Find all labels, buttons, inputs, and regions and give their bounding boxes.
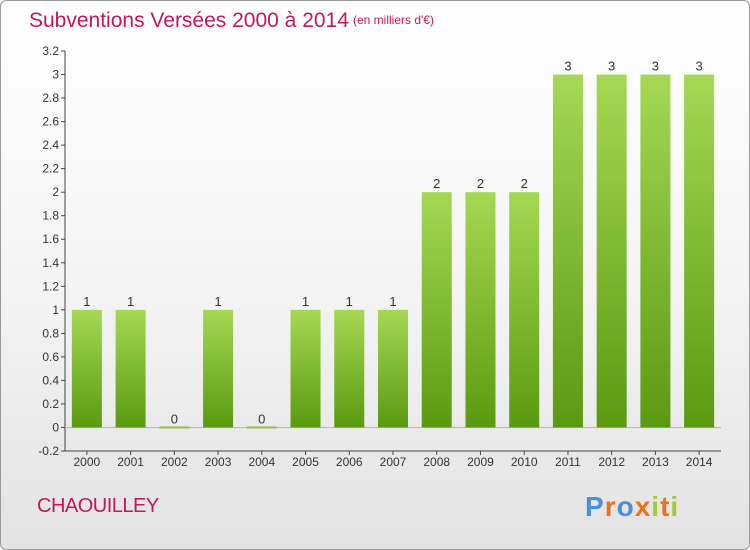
bar — [596, 74, 627, 428]
bar — [159, 426, 190, 429]
bar — [421, 192, 452, 428]
bar — [290, 309, 321, 428]
data-label: 3 — [652, 59, 659, 74]
x-tick-label: 2011 — [555, 455, 581, 469]
bar — [640, 74, 671, 428]
x-tick-label: 2008 — [423, 455, 450, 469]
data-label: 3 — [564, 59, 571, 74]
logo-letter: i — [670, 491, 680, 522]
data-label: 3 — [608, 59, 615, 74]
bar — [246, 426, 277, 429]
y-tick-label: 3 — [52, 68, 59, 82]
x-tick-label: 2002 — [161, 455, 188, 469]
bar — [115, 309, 146, 428]
y-tick-label: 0.2 — [42, 397, 59, 411]
y-tick-label: 1.2 — [42, 279, 59, 293]
data-label: 1 — [83, 294, 90, 309]
commune-name: CHAOUILLEY — [37, 495, 159, 517]
y-tick-label: 0.8 — [42, 326, 59, 340]
y-tick-label: 3.2 — [42, 44, 59, 58]
x-tick-label: 2013 — [642, 455, 669, 469]
bar — [334, 309, 365, 428]
bar — [509, 192, 540, 428]
bar — [465, 192, 496, 428]
x-tick-label: 2001 — [117, 455, 144, 469]
x-tick-label: 2012 — [598, 455, 625, 469]
data-labels-group: 1 1 0 1 0 1 1 1 2 2 2 3 3 3 3 — [83, 59, 703, 427]
data-label: 1 — [214, 294, 221, 309]
data-label: 0 — [171, 411, 178, 426]
y-tick-label: 2.6 — [42, 115, 59, 129]
y-tick-label: 0.6 — [42, 350, 59, 364]
logo-letter: t — [660, 491, 671, 522]
x-tick-label: 2009 — [467, 455, 494, 469]
data-label: 2 — [433, 176, 440, 191]
bar — [552, 74, 583, 428]
logo-letter: i — [651, 491, 661, 522]
data-label: 3 — [696, 59, 703, 74]
x-tick-label: 2000 — [74, 455, 101, 469]
proxiti-logo: Proxiti — [585, 491, 679, 523]
y-tick-label: 2.8 — [42, 91, 59, 105]
chart-title: Subventions Versées 2000 à 2014 — [29, 9, 349, 32]
data-label: 1 — [302, 294, 309, 309]
x-tick-label: 2004 — [248, 455, 275, 469]
data-label: 1 — [346, 294, 353, 309]
x-tick-label: 2010 — [511, 455, 538, 469]
unit-note: (en milliers d'€) — [353, 13, 434, 27]
y-tick-label: 1.8 — [42, 209, 59, 223]
y-tick-label: 2 — [52, 185, 59, 199]
logo-letter: r — [604, 491, 617, 522]
data-label: 2 — [477, 176, 484, 191]
x-tick-label: 2003 — [205, 455, 232, 469]
x-tick-label: 2007 — [380, 455, 407, 469]
x-tick-label: 2006 — [336, 455, 363, 469]
x-tick-label: 2005 — [292, 455, 319, 469]
data-label: 0 — [258, 411, 265, 426]
logo-letter: x — [634, 491, 652, 522]
bars-group — [71, 74, 715, 429]
data-label: 1 — [389, 294, 396, 309]
y-tick-label: 2.4 — [42, 138, 59, 152]
logo-letter: o — [616, 491, 635, 522]
y-tick-label: -0.2 — [38, 444, 59, 458]
bar — [203, 309, 234, 428]
axes: -0.2 0 0.2 0.4 0.6 0.8 1 1.2 1.4 1.6 1.8 2 2.2 2.4 2.6… — [38, 44, 721, 469]
y-tick-label: 1.4 — [42, 256, 59, 270]
bar — [71, 309, 102, 428]
y-tick-label: 0 — [52, 420, 59, 434]
y-tick-label: 0.4 — [42, 373, 59, 387]
y-tick-label: 1.6 — [42, 232, 59, 246]
x-tick-label: 2014 — [686, 455, 713, 469]
y-tick-label: 2.2 — [42, 162, 59, 176]
data-label: 1 — [127, 294, 134, 309]
logo-letter: P — [585, 491, 605, 522]
data-label: 2 — [521, 176, 528, 191]
bar — [378, 309, 408, 428]
bar — [684, 74, 715, 428]
y-tick-label: 1 — [52, 303, 59, 317]
